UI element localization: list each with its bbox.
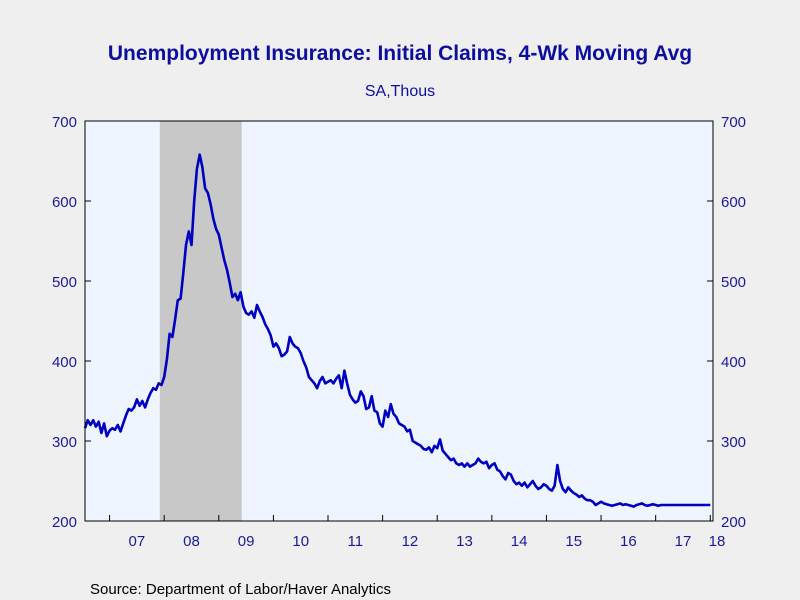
source-note: Source: Department of Labor/Haver Analyt… [90,581,391,598]
y-tick-label-right: 700 [721,114,746,131]
x-tick-label: 12 [402,533,419,550]
y-tick-label-right: 500 [721,274,746,291]
x-tick-label: 17 [675,533,692,550]
y-tick-label-right: 600 [721,194,746,211]
y-tick-label-right: 400 [721,354,746,371]
y-tick-label-left: 500 [52,274,77,291]
x-tick-label: 13 [456,533,473,550]
x-tick-label: 08 [183,533,200,550]
chart-subtitle: SA,Thous [365,83,435,100]
x-tick-label: 16 [620,533,637,550]
y-tick-label-left: 600 [52,194,77,211]
x-tick-label: 09 [238,533,255,550]
x-tick-label: 07 [129,533,146,550]
y-tick-label-right: 200 [721,514,746,531]
y-tick-label-right: 300 [721,434,746,451]
plot-frame [84,120,714,522]
y-tick-label-left: 300 [52,434,77,451]
y-tick-label-left: 400 [52,354,77,371]
recession-band [159,121,242,521]
y-tick-label-left: 200 [52,514,77,531]
x-tick-label: 11 [348,533,364,550]
data-line [83,153,711,508]
x-tick-label: 10 [292,533,309,550]
x-tick-label: 15 [565,533,582,550]
chart-title: Unemployment Insurance: Initial Claims, … [108,42,692,65]
y-tick-label-left: 700 [52,114,77,131]
x-tick-label: 18 [709,533,726,550]
x-tick-label: 14 [511,533,528,550]
